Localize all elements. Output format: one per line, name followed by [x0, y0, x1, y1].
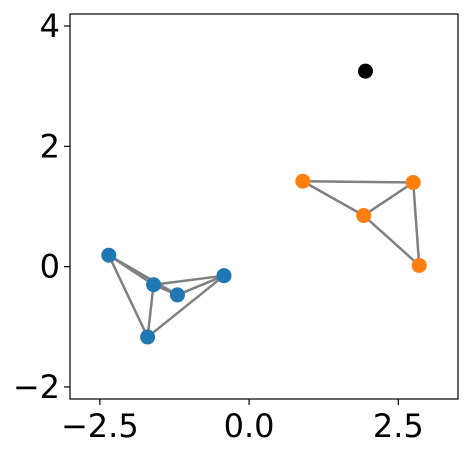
data-point: [101, 247, 117, 263]
data-point: [405, 174, 421, 190]
y-tick-label: 4: [40, 7, 60, 45]
edge-line: [176, 274, 225, 297]
edge-line: [302, 180, 365, 217]
edge-line: [107, 254, 149, 338]
data-point: [357, 63, 373, 79]
edge-line: [146, 284, 155, 338]
x-tick-label: 2.5: [373, 407, 424, 445]
edge-line: [362, 181, 414, 217]
x-tick-label: −2.5: [61, 407, 139, 445]
edge-line: [146, 274, 225, 339]
edge-line: [362, 214, 421, 267]
edge-line: [302, 179, 414, 184]
data-point: [146, 277, 162, 293]
edge-line: [108, 254, 179, 297]
edge-line: [153, 274, 225, 286]
y-tick-label: 2: [40, 127, 60, 165]
ticks-layer: −2.5 0.0 2.5 −2 0 2 4: [13, 7, 424, 445]
data-point: [411, 257, 427, 273]
data-point: [169, 287, 185, 303]
data-point: [295, 173, 311, 189]
y-tick-label: 0: [40, 248, 60, 286]
data-point: [356, 208, 372, 224]
edge-line: [411, 182, 421, 266]
plot-frame: [69, 13, 459, 400]
x-tick-label: 0.0: [224, 407, 275, 445]
y-tick-label: −2: [13, 368, 60, 406]
data-point: [140, 329, 156, 345]
points-layer: [101, 63, 427, 345]
data-point: [216, 268, 232, 284]
edges-layer: [107, 179, 421, 339]
